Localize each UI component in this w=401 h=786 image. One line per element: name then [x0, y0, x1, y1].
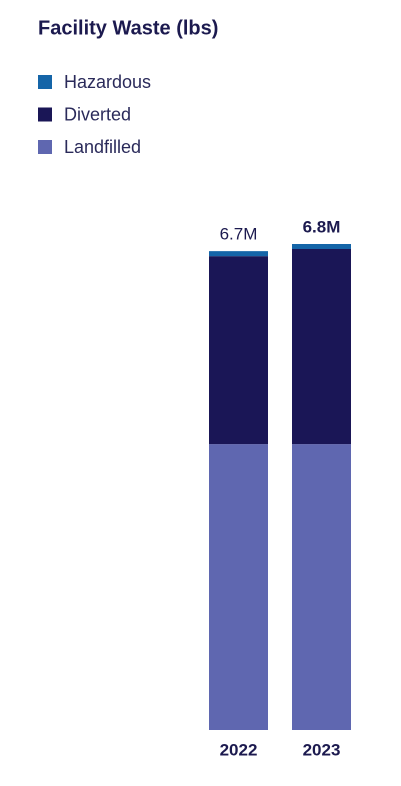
legend-swatch [38, 140, 52, 154]
x-tick-label: 2023 [303, 740, 341, 759]
legend-label: Hazardous [64, 72, 151, 92]
bar-segment [292, 249, 351, 445]
x-tick-label: 2022 [220, 740, 258, 759]
legend-label: Landfilled [64, 137, 141, 157]
legend-swatch [38, 75, 52, 89]
bar-segment [292, 444, 351, 730]
chart-title: Facility Waste (lbs) [38, 17, 218, 39]
total-label: 6.7M [220, 225, 258, 244]
bar-segment [209, 444, 268, 730]
bar-segment [292, 244, 351, 250]
legend-label: Diverted [64, 104, 131, 124]
bar-segment [209, 256, 268, 445]
legend-swatch [38, 107, 52, 122]
bar-segment [209, 251, 268, 257]
total-label: 6.8M [303, 217, 341, 236]
